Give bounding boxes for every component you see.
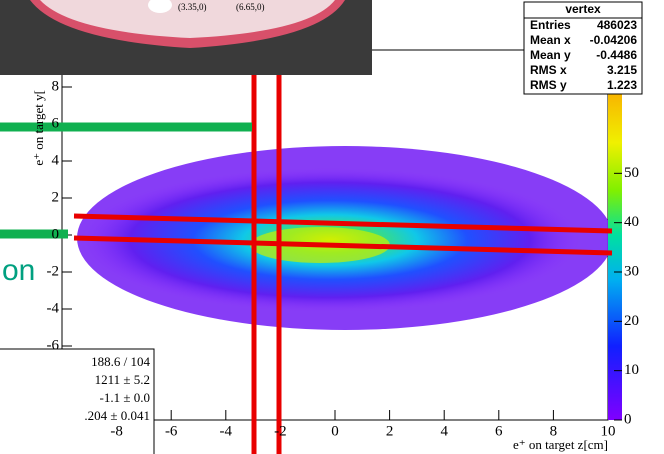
z-tick-label: 0 <box>624 411 632 427</box>
fit-value: .204 ± 0.041 <box>84 408 150 423</box>
stats-name: RMS x <box>530 63 567 77</box>
y-tick-label: 6 <box>52 115 60 131</box>
stats-value: 1.223 <box>607 78 637 92</box>
color-scale <box>608 50 622 420</box>
photo-label: (6.65,0) <box>236 2 265 12</box>
guides <box>73 40 613 454</box>
stats-value: -0.4486 <box>596 48 637 62</box>
z-tick-label: 40 <box>624 214 639 230</box>
stats-name: Entries <box>530 18 571 32</box>
z-tick-label: 30 <box>624 263 639 279</box>
y-tick-label: 0 <box>52 226 60 242</box>
stats-value: -0.04206 <box>590 33 638 47</box>
stats-value: 3.215 <box>607 63 637 77</box>
stats-name: Mean y <box>530 48 571 62</box>
stats-title: vertex <box>565 2 601 16</box>
x-tick-label: 0 <box>331 423 339 439</box>
y-tick-label: 2 <box>52 189 60 205</box>
y-tick-label: -2 <box>47 263 60 279</box>
x-tick-label: -4 <box>220 423 233 439</box>
fit-box <box>0 348 155 454</box>
x-tick-label: 6 <box>495 423 503 439</box>
x-axis-title: e⁺ on target z[cm] <box>513 437 608 452</box>
stats-value: 486023 <box>597 18 637 32</box>
x-tick-label: 4 <box>440 423 448 439</box>
stats-name: Mean x <box>530 33 571 47</box>
y-axis-title: e⁺ on target y[ <box>31 90 46 166</box>
photo: (3.35,0) (6.65,0) <box>0 0 372 75</box>
x-tick-label: 2 <box>386 423 394 439</box>
photo-label: (3.35,0) <box>178 2 207 12</box>
stats-name: RMS y <box>530 78 567 92</box>
side-text: on <box>2 254 35 287</box>
y-tick-label: 8 <box>52 78 60 94</box>
y-tick-label: -4 <box>47 300 60 316</box>
x-tick-label: -6 <box>165 423 178 439</box>
stats-box: vertex <box>523 1 643 95</box>
fit-value: 1211 ± 5.2 <box>95 372 150 387</box>
x-tick-label: 8 <box>550 423 558 439</box>
z-tick-label: 20 <box>624 313 639 329</box>
x-tick-label: 10 <box>601 423 616 439</box>
red-line <box>73 213 613 234</box>
x-tick-label: -8 <box>110 423 123 439</box>
z-tick-label: 50 <box>624 165 639 181</box>
y-tick-label: -6 <box>47 337 60 353</box>
z-tick-label: 10 <box>624 362 639 378</box>
y-tick-label: 4 <box>52 152 60 168</box>
red-line <box>73 235 613 256</box>
fit-value: -1.1 ± 0.0 <box>100 390 150 405</box>
fit-value: 188.6 / 104 <box>91 354 150 369</box>
x-tick-label: -2 <box>274 423 287 439</box>
